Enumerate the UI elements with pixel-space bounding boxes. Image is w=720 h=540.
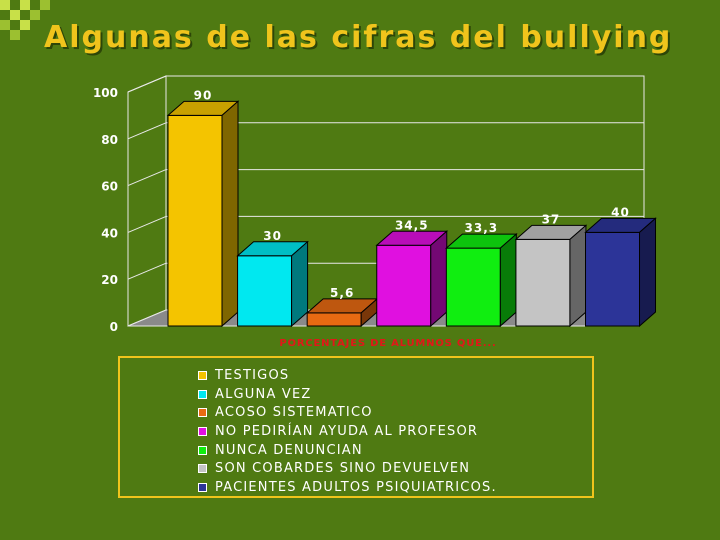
gridline-side (127, 169, 167, 187)
bar-front (237, 255, 293, 327)
legend-label: PACIENTES ADULTOS PSIQUIATRICOS. (215, 479, 497, 495)
legend-swatch (198, 426, 207, 436)
data-label: 30 (263, 229, 282, 243)
y-tick-label: 80 (101, 133, 118, 147)
legend-swatch (198, 408, 207, 418)
corner-decoration (0, 0, 50, 40)
chart-legend: TESTIGOS ALGUNA VEZ ACOSO SISTEMATICO NO PE… (118, 356, 594, 498)
legend-item: TESTIGOS (198, 366, 592, 385)
y-tick-label: 0 (110, 320, 118, 334)
bar-front (167, 114, 223, 327)
bar (236, 240, 309, 328)
bar-front (376, 244, 432, 327)
bar (514, 224, 588, 328)
legend-label: TESTIGOS (215, 367, 290, 383)
slide-title: Algunas de las cifras del bullying (44, 20, 673, 55)
gridline-side (127, 215, 167, 233)
gridline-side (127, 75, 167, 93)
legend-item: NUNCA DENUNCIAN (198, 441, 592, 460)
bar-chart: 0 20 40 60 80 100 90 30 5,6 34,5 33,3 37 40 PORCENTA… (93, 75, 657, 349)
bar-front (515, 238, 571, 327)
legend-swatch (198, 445, 207, 455)
chart-bars (166, 100, 657, 328)
bar-side (639, 217, 657, 328)
data-label: 90 (194, 88, 213, 102)
bar (166, 100, 240, 328)
data-label: 40 (611, 205, 630, 219)
data-label: 33,3 (465, 221, 499, 235)
legend-item: PACIENTES ADULTOS PSIQUIATRICOS. (198, 478, 592, 497)
bar-side (430, 230, 448, 328)
bar-side (221, 100, 239, 328)
data-label: 37 (542, 212, 561, 226)
gridline-side (127, 262, 167, 280)
data-label: 34,5 (395, 218, 429, 232)
bar-side (291, 240, 309, 328)
bar (584, 217, 657, 328)
data-label: 5,6 (330, 286, 354, 300)
legend-item: SON COBARDES SINO DEVUELVEN (198, 459, 592, 478)
y-tick-label: 60 (101, 180, 118, 194)
legend-label: ACOSO SISTEMATICO (215, 405, 373, 421)
chart-labels: 0 20 40 60 80 100 90 30 5,6 34,5 33,3 37 40 (93, 86, 630, 334)
legend-swatch (198, 482, 207, 492)
side-wall (127, 75, 167, 327)
legend-swatch (198, 389, 207, 399)
legend-swatch (198, 370, 207, 380)
legend-item: ACOSO SISTEMATICO (198, 403, 592, 422)
legend-label: NO PEDIRÍAN AYUDA AL PROFESOR (215, 423, 479, 439)
bar-front (585, 231, 641, 327)
bar-side (499, 232, 517, 328)
bar (445, 232, 518, 328)
bar-front (306, 312, 362, 327)
bar (305, 297, 379, 328)
legend-label: ALGUNA VEZ (215, 386, 312, 402)
bar (375, 230, 449, 328)
legend-label: SON COBARDES SINO DEVUELVEN (215, 461, 471, 477)
legend-item: ALGUNA VEZ (198, 385, 592, 404)
legend-label: NUNCA DENUNCIAN (215, 442, 363, 458)
y-tick-label: 20 (101, 273, 118, 287)
y-tick-label: 40 (101, 226, 118, 240)
legend-item: NO PEDIRÍAN AYUDA AL PROFESOR (198, 422, 592, 441)
x-axis-label: PORCENTAJES DE ALUMNOS QUE... (279, 338, 496, 349)
bar-side (569, 224, 587, 328)
y-tick-label: 100 (93, 86, 118, 100)
gridline-side (127, 122, 167, 140)
legend-swatch (198, 464, 207, 474)
bar-front (445, 247, 501, 327)
